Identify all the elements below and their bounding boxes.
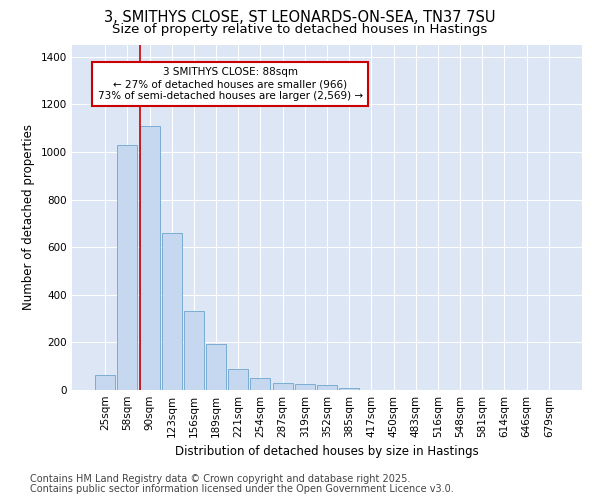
Text: Contains HM Land Registry data © Crown copyright and database right 2025.: Contains HM Land Registry data © Crown c… — [30, 474, 410, 484]
Bar — [228, 368, 248, 390]
Bar — [250, 378, 271, 390]
Bar — [118, 145, 137, 390]
Bar — [317, 385, 337, 390]
Bar — [140, 126, 160, 390]
X-axis label: Distribution of detached houses by size in Hastings: Distribution of detached houses by size … — [175, 446, 479, 458]
Y-axis label: Number of detached properties: Number of detached properties — [22, 124, 35, 310]
Bar — [339, 388, 359, 390]
Text: 3, SMITHYS CLOSE, ST LEONARDS-ON-SEA, TN37 7SU: 3, SMITHYS CLOSE, ST LEONARDS-ON-SEA, TN… — [104, 10, 496, 25]
Text: Size of property relative to detached houses in Hastings: Size of property relative to detached ho… — [112, 22, 488, 36]
Bar — [272, 383, 293, 390]
Bar — [162, 233, 182, 390]
Text: 3 SMITHYS CLOSE: 88sqm
← 27% of detached houses are smaller (966)
73% of semi-de: 3 SMITHYS CLOSE: 88sqm ← 27% of detached… — [98, 68, 362, 100]
Bar — [295, 384, 315, 390]
Bar — [95, 374, 115, 390]
Bar — [206, 344, 226, 390]
Text: Contains public sector information licensed under the Open Government Licence v3: Contains public sector information licen… — [30, 484, 454, 494]
Bar — [184, 312, 204, 390]
